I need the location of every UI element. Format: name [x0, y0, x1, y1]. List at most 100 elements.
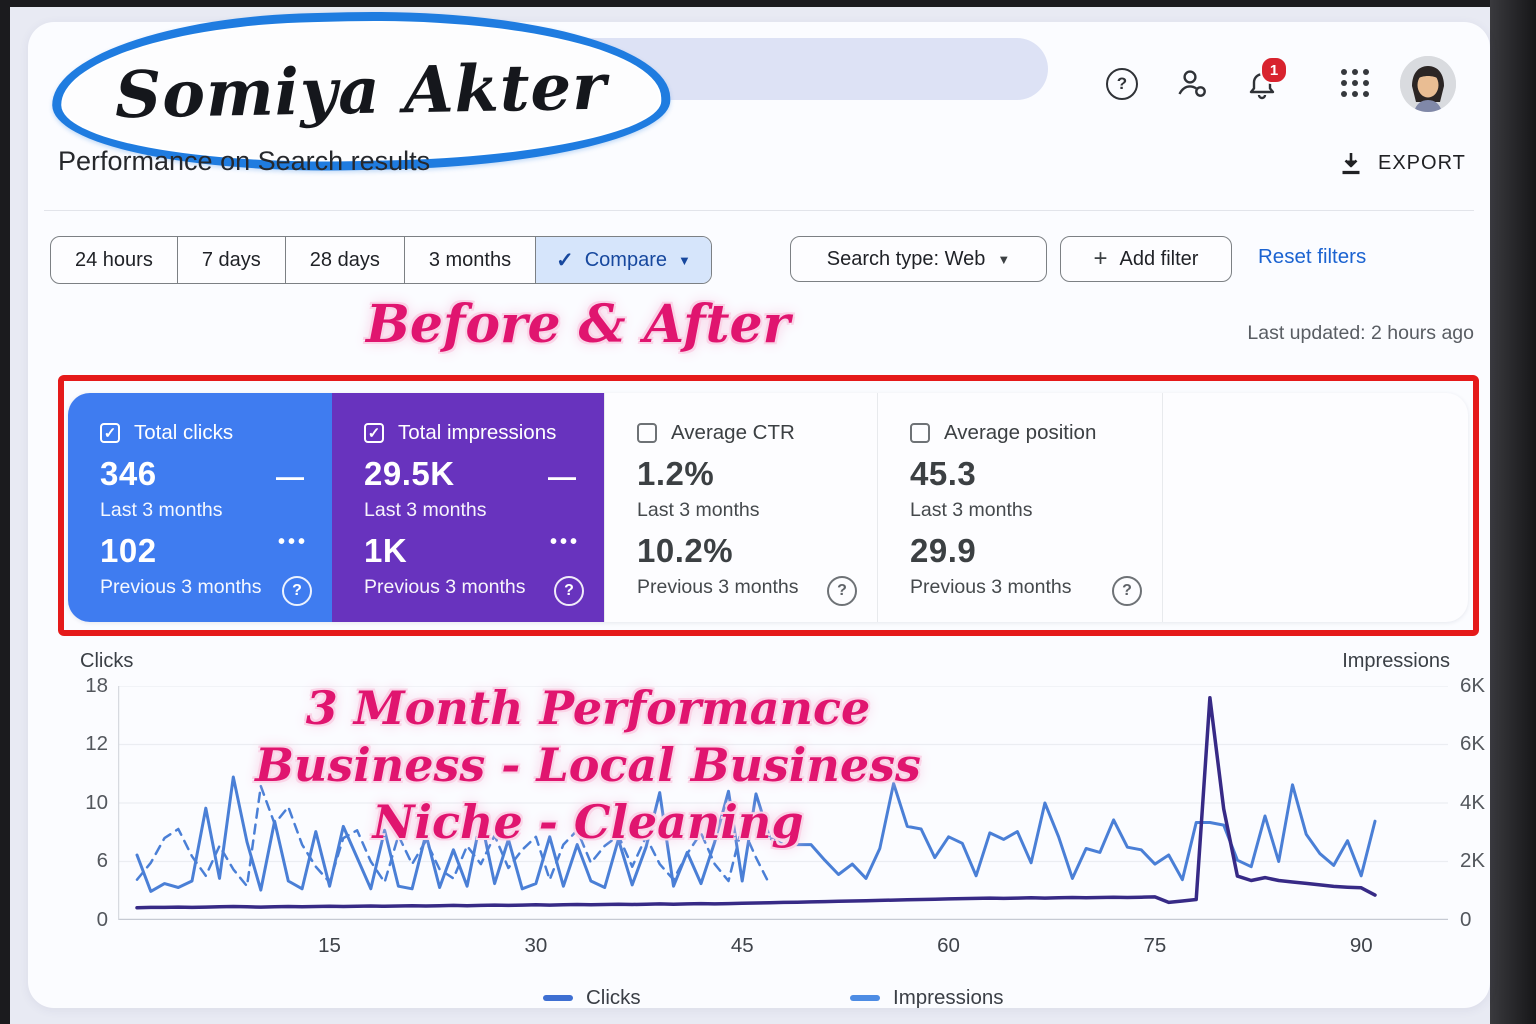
metric-card-empty	[1162, 393, 1468, 622]
legend-label: Clicks	[586, 986, 641, 1009]
screen-bezel-left	[0, 0, 10, 1024]
metric-cards-group: ✓ Total clicks 346 Last 3 months 102 Pre…	[68, 393, 1468, 622]
metric-primary-period: Last 3 months	[910, 499, 1033, 521]
download-icon	[1342, 153, 1360, 175]
red-highlight-box	[58, 375, 1479, 636]
tab-24-hours[interactable]: 24 hours	[51, 237, 178, 283]
compare-label: Compare	[584, 248, 667, 271]
notification-badge: 1	[1260, 56, 1288, 84]
right-axis-title: Impressions	[1342, 650, 1450, 672]
metric-primary-value: 29.5K	[364, 455, 455, 492]
help-circle-icon[interactable]: ?	[554, 576, 584, 606]
x-axis-tick: 45	[730, 934, 754, 957]
metric-secondary-value: 102	[100, 532, 157, 569]
metric-secondary-period: Previous 3 months	[100, 576, 262, 598]
chevron-down-icon: ▼	[677, 252, 691, 268]
y-left-tick: 6	[96, 849, 108, 872]
metric-secondary-value: 1K	[364, 532, 408, 569]
x-axis-tick: 75	[1143, 934, 1167, 957]
y-right-tick: 2K	[1460, 849, 1486, 872]
screen-bezel-top	[0, 0, 1536, 7]
manage-account-button[interactable]	[1174, 66, 1210, 102]
y-right-tick: 6K	[1460, 732, 1486, 755]
x-axis-tick: 30	[524, 934, 548, 957]
metric-card-average-ctr[interactable]: Average CTR 1.2% Last 3 months 10.2% Pre…	[604, 393, 877, 622]
export-label: EXPORT	[1378, 151, 1466, 174]
tab-3-months[interactable]: 3 months	[405, 237, 537, 283]
add-filter-label: Add filter	[1119, 247, 1199, 270]
help-circle-icon[interactable]: ?	[282, 576, 312, 606]
trend-dash-icon: —	[276, 461, 304, 492]
metric-primary-period: Last 3 months	[364, 499, 487, 521]
logo-text: Somiya Akter	[114, 49, 608, 133]
page-title: Performance on Search results	[58, 146, 431, 176]
y-left-tick: 18	[85, 674, 108, 697]
notifications-button[interactable]: 1	[1244, 56, 1288, 102]
checkbox-checked-icon[interactable]: ✓	[100, 423, 120, 443]
metric-secondary-value: 10.2%	[637, 532, 734, 569]
check-icon: ✓	[556, 248, 574, 272]
chart-legend: Clicks Impressions	[28, 986, 1490, 1016]
chevron-down-icon: ▼	[997, 251, 1011, 267]
chart-note-line: Business - Local Business	[255, 738, 921, 792]
legend-item-impressions[interactable]: Impressions	[850, 986, 1004, 1010]
apps-grid-icon	[1341, 69, 1371, 99]
help-button[interactable]: ?	[1104, 66, 1140, 102]
y-left-tick: 0	[96, 908, 108, 931]
metric-secondary-period: Previous 3 months	[364, 576, 526, 598]
more-dots-icon: •••	[549, 531, 580, 553]
screen-bezel-right	[1490, 0, 1536, 1024]
legend-swatch-impressions	[850, 995, 880, 1001]
metric-primary-value: 45.3	[910, 455, 977, 492]
date-range-tabs: 24 hours 7 days 28 days 3 months ✓ Compa…	[50, 236, 712, 284]
plus-icon: +	[1093, 245, 1108, 272]
avatar[interactable]	[1400, 56, 1456, 112]
y-right-tick: 0	[1460, 908, 1472, 931]
trend-dash-icon: —	[548, 461, 576, 492]
filter-bar: 24 hours 7 days 28 days 3 months ✓ Compa…	[28, 236, 1490, 284]
y-left-tick: 10	[85, 791, 108, 814]
x-axis-tick: 90	[1349, 934, 1373, 957]
metric-label: Total clicks	[134, 421, 234, 444]
help-circle-icon[interactable]: ?	[827, 576, 857, 606]
metric-primary-period: Last 3 months	[637, 499, 760, 521]
performance-chart[interactable]	[118, 686, 1448, 920]
y-right-tick: 4K	[1460, 791, 1486, 814]
chart-note-line: Niche - Cleaning	[372, 795, 804, 849]
checkbox-checked-icon[interactable]: ✓	[364, 423, 384, 443]
tab-28-days[interactable]: 28 days	[286, 237, 405, 283]
checkbox-unchecked-icon[interactable]	[637, 423, 657, 443]
checkbox-unchecked-icon[interactable]	[910, 423, 930, 443]
chart-note-annotation: 3 Month Performance Business - Local Bus…	[198, 680, 978, 851]
metric-secondary-period: Previous 3 months	[910, 576, 1072, 598]
metric-primary-value: 1.2%	[637, 455, 715, 492]
reset-filters-link[interactable]: Reset filters	[1258, 245, 1367, 268]
legend-item-clicks[interactable]: Clicks	[543, 986, 641, 1010]
manage-account-icon	[1178, 70, 1206, 97]
add-filter-button[interactable]: + Add filter	[1060, 236, 1232, 282]
metric-card-total-impressions[interactable]: ✓ Total impressions 29.5K Last 3 months …	[332, 393, 604, 622]
x-axis-tick: 60	[937, 934, 960, 957]
metric-card-total-clicks[interactable]: ✓ Total clicks 346 Last 3 months 102 Pre…	[68, 393, 332, 622]
y-right-tick: 6K	[1460, 674, 1486, 697]
metric-primary-period: Last 3 months	[100, 499, 223, 521]
metric-card-average-position[interactable]: Average position 45.3 Last 3 months 29.9…	[877, 393, 1162, 622]
before-after-annotation: Before & After	[365, 294, 791, 355]
metric-secondary-value: 29.9	[910, 532, 977, 569]
export-button[interactable]: EXPORT	[1338, 150, 1466, 176]
main-content-card: ? 1	[28, 5, 1490, 1009]
metric-label: Average CTR	[671, 421, 795, 444]
header-divider	[44, 210, 1474, 211]
tab-compare[interactable]: ✓ Compare ▼	[536, 237, 711, 283]
header-icon-row: ? 1	[1104, 56, 1456, 112]
more-dots-icon: •••	[277, 531, 308, 553]
metric-label: Average position	[944, 421, 1097, 444]
metric-secondary-period: Previous 3 months	[637, 576, 799, 598]
left-axis-title: Clicks	[80, 650, 134, 672]
help-circle-icon[interactable]: ?	[1112, 576, 1142, 606]
apps-grid-button[interactable]	[1338, 66, 1374, 102]
x-axis-tick: 15	[318, 934, 341, 957]
search-type-filter[interactable]: Search type: Web ▼	[790, 236, 1047, 282]
tab-7-days[interactable]: 7 days	[178, 237, 286, 283]
